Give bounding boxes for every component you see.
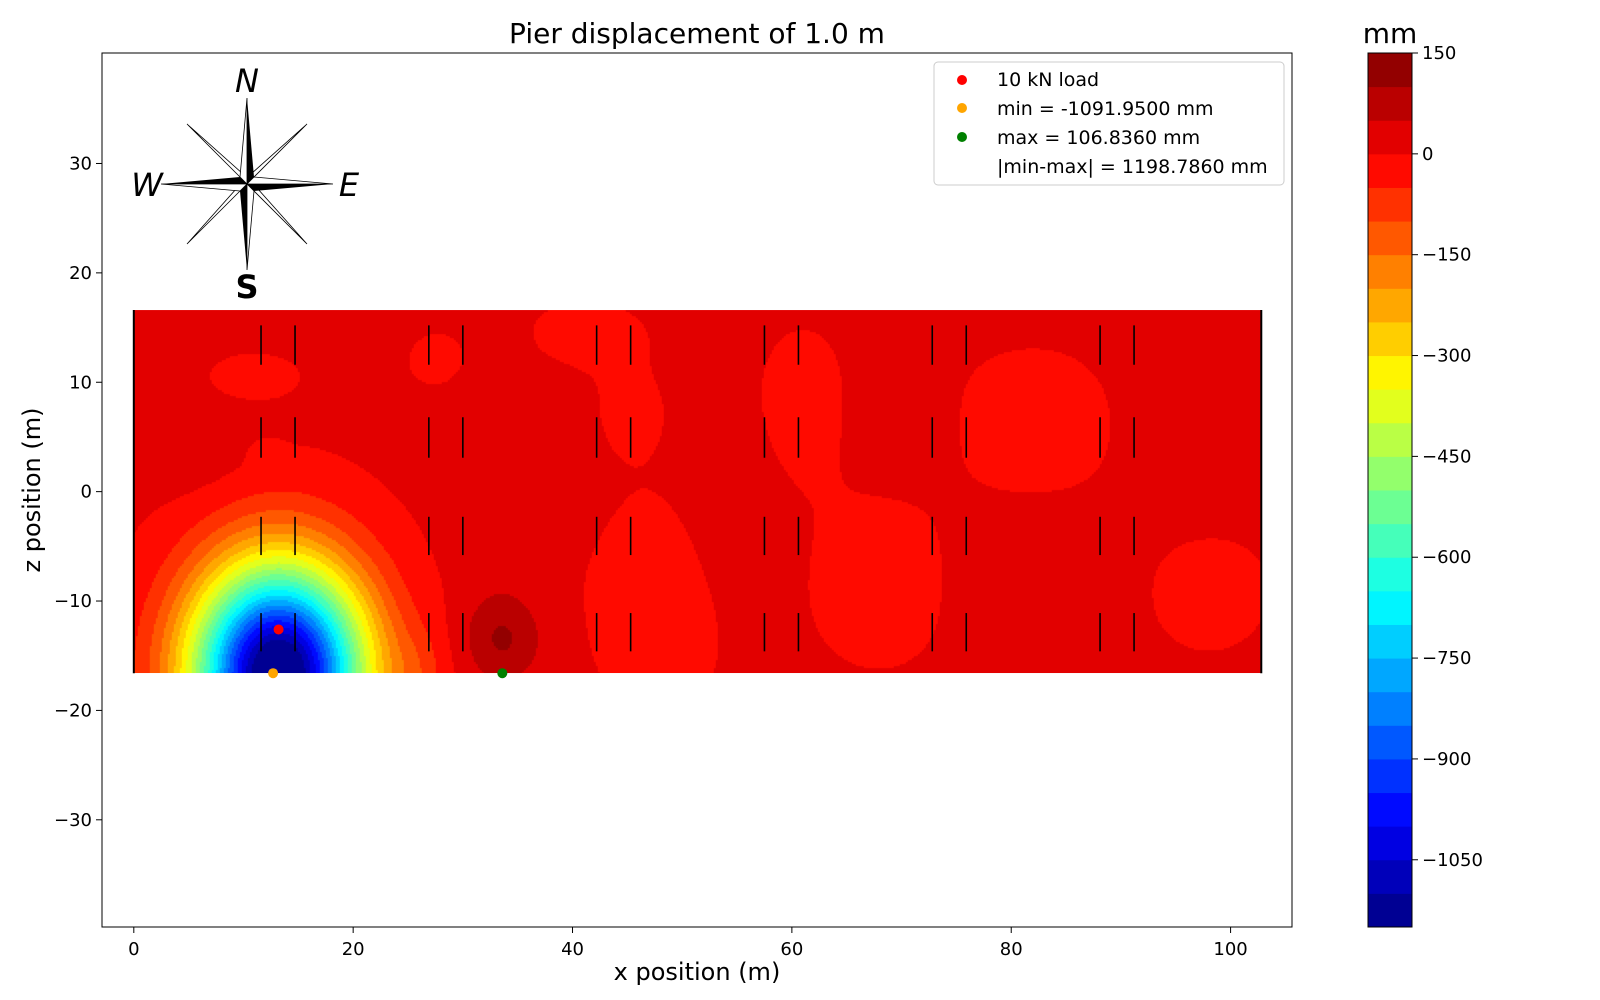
colorbar-band [1368,86,1412,121]
legend-label-range: |min-max| = 1198.7860 mm [997,156,1268,178]
colorbar-label: mm [1363,17,1418,50]
compass-cardinal-points [160,97,334,271]
x-tick-label: 0 [128,939,139,960]
colorbar-band [1368,758,1412,794]
colorbar-band [1368,120,1412,155]
colorbar-band [1368,254,1412,289]
y-tick-label: −20 [54,700,92,721]
colorbar-band [1368,187,1412,222]
colorbar-band [1368,53,1412,88]
colorbar-band [1368,456,1412,491]
colorbar-band [1368,288,1412,323]
x-tick-label: 40 [561,939,584,960]
colorbar-tick-label: −900 [1422,749,1471,770]
colorbar-band [1368,725,1412,760]
colorbar-band [1368,490,1412,525]
y-axis-label: z position (m) [18,407,46,572]
colorbar-tick-label: −600 [1422,547,1471,568]
colorbar: 150 0 −150 −300 −450 −600 −750 −900 −1050 mm [1363,17,1483,928]
legend-label-load: 10 kN load [997,69,1099,91]
plot-frame [101,52,1293,928]
y-tick-label: −10 [54,591,92,612]
colorbar-tick-label: 0 [1422,144,1433,165]
x-axis-label: x position (m) [614,958,781,986]
min-marker [268,668,279,679]
legend-swatch-max [957,132,967,142]
compass-rose: N S E W [131,62,360,306]
x-axis-ticks: 0 20 40 60 80 100 [128,927,1248,960]
colorbar-band [1368,691,1412,726]
pier-lines [260,325,1135,652]
legend-label-max: max = 106.8360 mm [997,127,1200,149]
colorbar-band [1368,355,1412,390]
load-marker [273,624,284,635]
compass-west-label: W [131,166,164,204]
y-tick-label: 30 [69,153,92,174]
y-tick-label: −30 [54,810,92,831]
colorbar-band [1368,523,1412,558]
colorbar-tick-label: −750 [1422,648,1471,669]
colorbar-tick-label: −150 [1422,245,1471,266]
colorbar-band [1368,590,1412,625]
colorbar-band [1368,389,1412,424]
colorbar-band [1368,321,1412,357]
contour-raster [133,310,1261,674]
colorbar-band [1368,792,1412,827]
colorbar-band [1368,557,1412,592]
y-tick-label: 0 [81,482,92,503]
compass-north-label: N [235,62,259,100]
colorbar-band [1368,624,1412,659]
colorbar-tick-label: −450 [1422,446,1471,467]
x-tick-label: 100 [1213,939,1247,960]
compass-south-label: S [235,268,258,306]
y-tick-label: 20 [69,263,92,284]
legend-swatch-load [957,75,967,85]
x-tick-label: 60 [780,939,803,960]
colorbar-tick-label: −300 [1422,346,1471,367]
colorbar-tick-label: −1050 [1422,850,1483,871]
colorbar-bands [1368,53,1412,928]
y-tick-label: 10 [69,372,92,393]
colorbar-band [1368,153,1412,188]
colorbar-band [1368,859,1412,894]
legend: 10 kN load min = -1091.9500 mm max = 106… [933,61,1285,186]
compass-east-label: E [339,166,360,204]
y-axis-ticks: −30 −20 −10 0 10 20 30 [54,153,102,831]
legend-swatch-min [957,103,967,113]
colorbar-tick-label: 150 [1422,43,1456,64]
legend-box [933,61,1285,186]
x-tick-label: 80 [1000,939,1023,960]
max-marker [497,668,508,679]
colorbar-band [1368,658,1412,693]
colorbar-band [1368,893,1412,928]
colorbar-band [1368,826,1412,861]
chart-title: Pier displacement of 1.0 m [509,17,885,50]
x-tick-label: 20 [342,939,365,960]
data-markers [268,624,508,679]
domain-edges [132,310,1263,674]
colorbar-band [1368,221,1412,256]
colorbar-band [1368,422,1412,457]
colorbar-frame [1367,52,1413,928]
contour-field [133,310,1261,674]
colorbar-ticks: 150 0 −150 −300 −450 −600 −750 −900 −1050 [1412,43,1483,871]
compass-diagonal-points [186,123,308,245]
legend-label-min: min = -1091.9500 mm [997,98,1214,120]
